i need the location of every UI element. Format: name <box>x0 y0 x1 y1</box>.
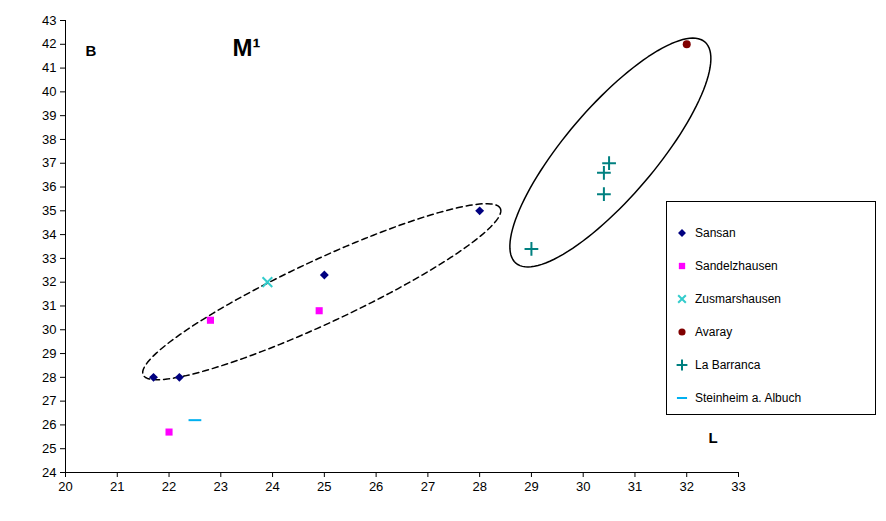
html-text:Steinheim a. Albuch: Steinheim a. Albuch <box>695 390 802 405</box>
svg-text:M¹: M¹ <box>233 34 261 61</box>
svg-text:40: 40 <box>42 84 56 99</box>
svg-text:36: 36 <box>42 179 56 194</box>
svg-text:24: 24 <box>42 465 56 480</box>
svg-text:B: B <box>86 42 97 59</box>
html-text:Zusmarshausen: Zusmarshausen <box>695 291 781 306</box>
svg-text:27: 27 <box>421 479 435 494</box>
svg-text:20: 20 <box>58 479 72 494</box>
svg-text:43: 43 <box>42 13 56 28</box>
svg-text:26: 26 <box>42 417 56 432</box>
svg-text:28: 28 <box>42 370 56 385</box>
html-text:Sansan: Sansan <box>695 225 736 240</box>
svg-text:29: 29 <box>42 346 56 361</box>
html-text:La Barranca: La Barranca <box>695 357 761 372</box>
svg-text:39: 39 <box>42 108 56 123</box>
html-text:Avaray: Avaray <box>695 324 733 339</box>
svg-text:41: 41 <box>42 60 56 75</box>
svg-text:31: 31 <box>628 479 642 494</box>
svg-text:38: 38 <box>42 132 56 147</box>
svg-text:25: 25 <box>317 479 331 494</box>
svg-text:24: 24 <box>265 479 279 494</box>
svg-text:33: 33 <box>42 251 56 266</box>
svg-text:L: L <box>709 429 718 446</box>
svg-text:30: 30 <box>42 322 56 337</box>
svg-text:30: 30 <box>576 479 590 494</box>
svg-text:26: 26 <box>369 479 383 494</box>
svg-text:42: 42 <box>42 36 56 51</box>
svg-text:28: 28 <box>472 479 486 494</box>
svg-text:31: 31 <box>42 298 56 313</box>
svg-text:33: 33 <box>731 479 745 494</box>
svg-text:37: 37 <box>42 155 56 170</box>
svg-text:34: 34 <box>42 227 56 242</box>
svg-text:27: 27 <box>42 393 56 408</box>
svg-text:23: 23 <box>214 479 228 494</box>
svg-text:21: 21 <box>110 479 124 494</box>
svg-text:25: 25 <box>42 441 56 456</box>
svg-text:35: 35 <box>42 203 56 218</box>
svg-text:22: 22 <box>162 479 176 494</box>
html-text:Sandelzhausen: Sandelzhausen <box>695 258 778 273</box>
svg-text:32: 32 <box>679 479 693 494</box>
svg-text:32: 32 <box>42 274 56 289</box>
svg-text:29: 29 <box>524 479 538 494</box>
